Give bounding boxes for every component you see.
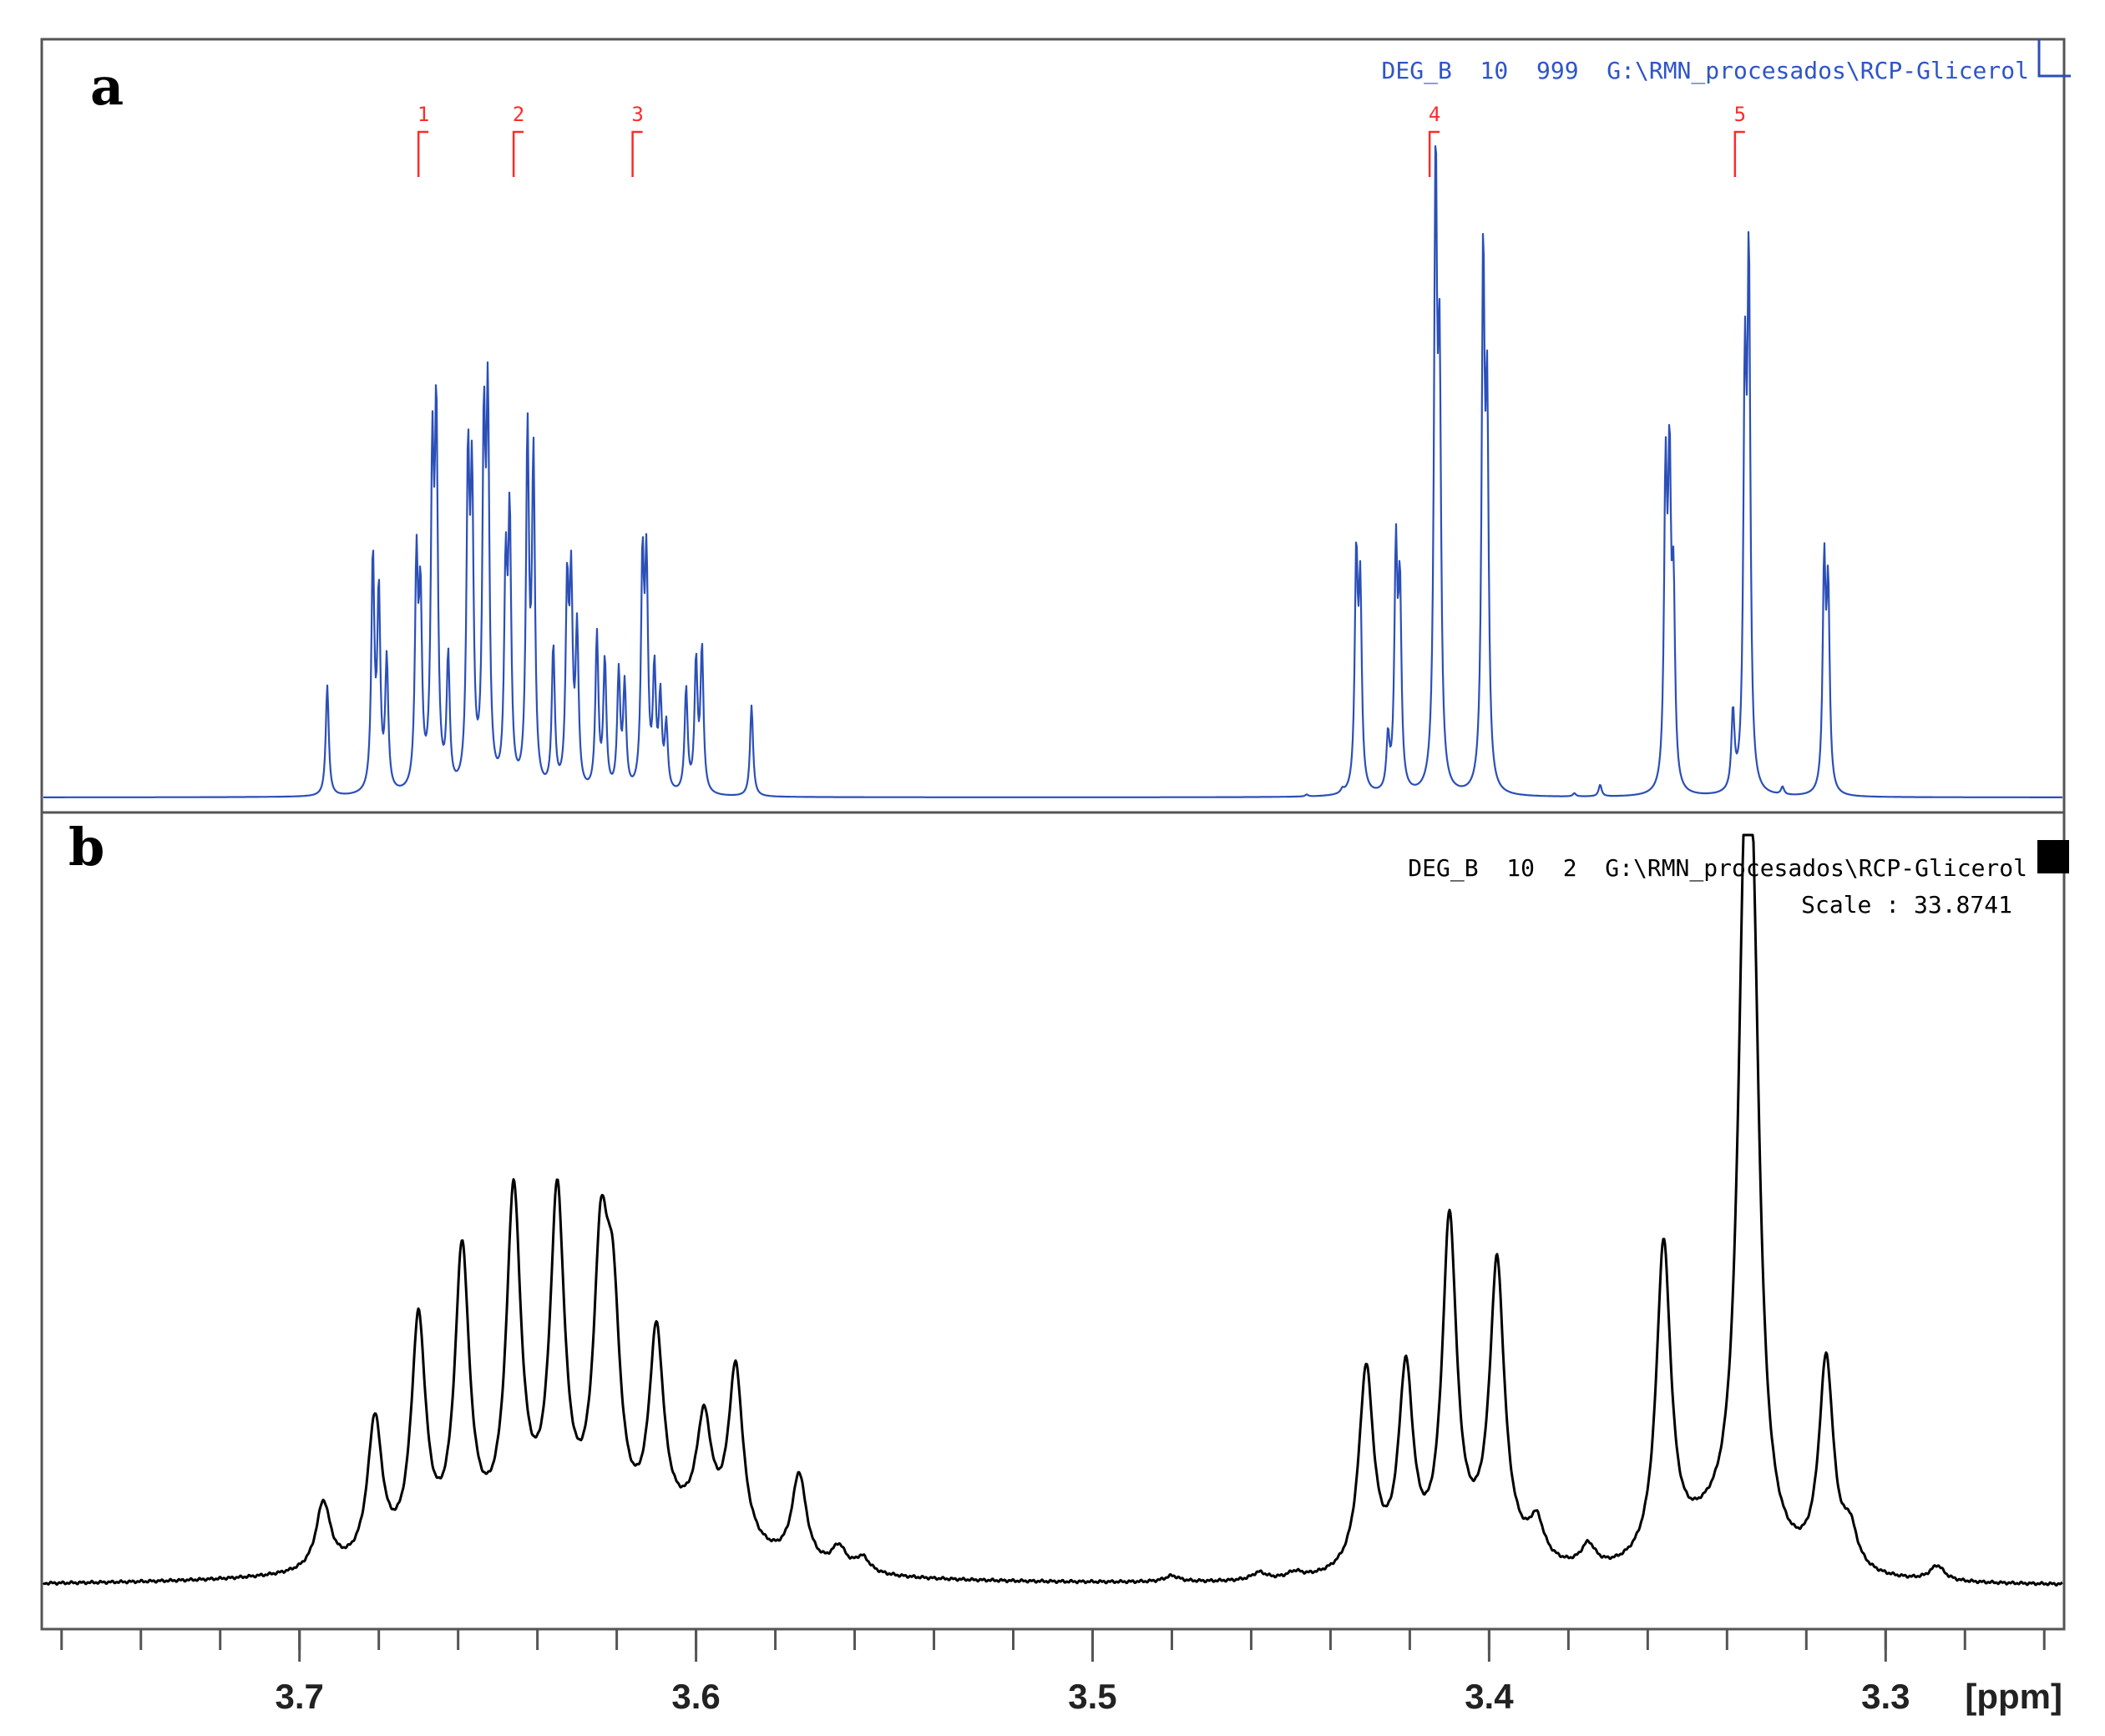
peak-marker-bracket — [1428, 130, 1440, 177]
panel-a-letter: a — [90, 56, 124, 117]
peak-marker-1: 1 — [417, 103, 429, 177]
x-tick-label: 3.5 — [1068, 1677, 1116, 1716]
panel-b-letter: b — [68, 817, 104, 878]
peak-marker-bracket — [1733, 130, 1745, 177]
spectrum-b-trace — [42, 833, 2063, 1587]
peak-marker-label: 4 — [1429, 103, 1440, 126]
panel-b-scale: Scale : 33.8741 — [1801, 891, 2012, 919]
x-tick-label: 3.3 — [1861, 1677, 1910, 1716]
peak-marker-label: 2 — [513, 103, 524, 126]
spectrum-a-trace — [43, 144, 2063, 798]
panel-b-header: DEG_B 10 2 G:\RMN_procesados\RCP-Glicero… — [1408, 854, 2027, 883]
peak-marker-bracket — [631, 130, 643, 177]
peak-markers: 1 2 3 4 5 — [417, 103, 1746, 177]
peak-marker-label: 1 — [417, 103, 429, 126]
x-tick-label: 3.4 — [1465, 1677, 1514, 1716]
peak-marker-2: 2 — [512, 103, 524, 177]
x-axis: 3.7 3.6 3.5 3.4 3.3 — [42, 1627, 2064, 1716]
peak-marker-3: 3 — [631, 103, 644, 177]
peak-marker-bracket — [512, 130, 524, 177]
peak-marker-label: 3 — [631, 103, 643, 126]
panel-a-corner-marker — [2037, 39, 2071, 78]
peak-marker-bracket — [417, 130, 429, 177]
x-tick-label: 3.6 — [671, 1677, 720, 1716]
peak-marker-label: 5 — [1734, 103, 1746, 126]
x-tick-label: 3.7 — [275, 1677, 323, 1716]
x-axis-unit: [ppm] — [1965, 1677, 2062, 1716]
peak-marker-4: 4 — [1428, 103, 1440, 177]
peak-marker-5: 5 — [1733, 103, 1746, 177]
panel-a-header: DEG_B 10 999 G:\RMN_procesados\RCP-Glice… — [1382, 57, 2029, 85]
panel-b-corner-marker — [2037, 840, 2069, 873]
